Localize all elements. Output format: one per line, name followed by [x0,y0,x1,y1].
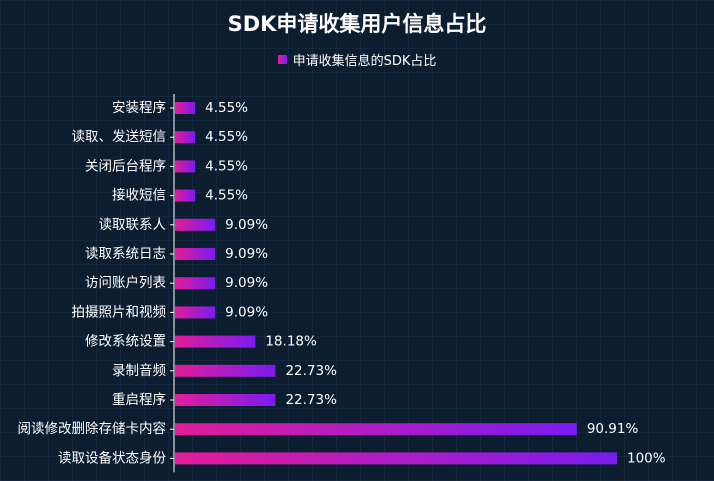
category-label: 安装程序 [112,100,166,116]
value-label: 9.09% [225,275,268,291]
bar[interactable] [175,394,276,406]
category-label: 重启程序 [112,392,166,408]
bar[interactable] [175,335,256,348]
value-label: 4.55% [205,129,248,145]
category-label: 读取设备状态身份 [58,449,166,466]
bar[interactable] [175,160,196,173]
category-label: 读取联系人 [99,217,167,233]
category-label: 拍摄照片和视频 [72,304,167,320]
category-label: 录制音频 [112,362,166,379]
category-label: 关闭后台程序 [85,158,166,174]
value-label: 9.09% [225,246,268,262]
value-label: 4.55% [205,188,248,204]
bar[interactable] [175,102,196,114]
bar[interactable] [175,189,196,202]
value-label: 22.73% [285,363,337,379]
bar[interactable] [175,131,196,144]
value-label: 22.73% [285,392,337,408]
category-label: 接收短信 [112,187,166,204]
category-label: 读取、发送短信 [72,129,167,145]
bar[interactable] [175,218,216,231]
legend[interactable]: 申请收集信息的SDK占比 [0,50,714,69]
bar[interactable] [175,423,577,436]
bar[interactable] [175,277,216,290]
value-label: 18.18% [265,334,317,350]
value-label: 4.55% [205,100,248,116]
bar[interactable] [175,248,216,260]
chart-title: SDK申请收集用户信息占比 [227,12,487,36]
category-label: 访问账户列表 [85,274,166,291]
category-label: 修改系统设置 [85,334,166,350]
legend-label: 申请收集信息的SDK占比 [292,54,437,69]
value-label: 9.09% [225,217,268,233]
category-label: 阅读修改删除存储卡内容 [18,420,167,437]
category-label: 读取系统日志 [85,246,166,262]
bar[interactable] [175,364,276,377]
bar[interactable] [175,452,617,465]
value-label: 100% [627,450,666,466]
bar[interactable] [175,306,216,319]
value-label: 9.09% [225,304,268,320]
value-label: 4.55% [205,158,248,174]
value-label: 90.91% [587,421,639,437]
legend-swatch [277,55,287,64]
